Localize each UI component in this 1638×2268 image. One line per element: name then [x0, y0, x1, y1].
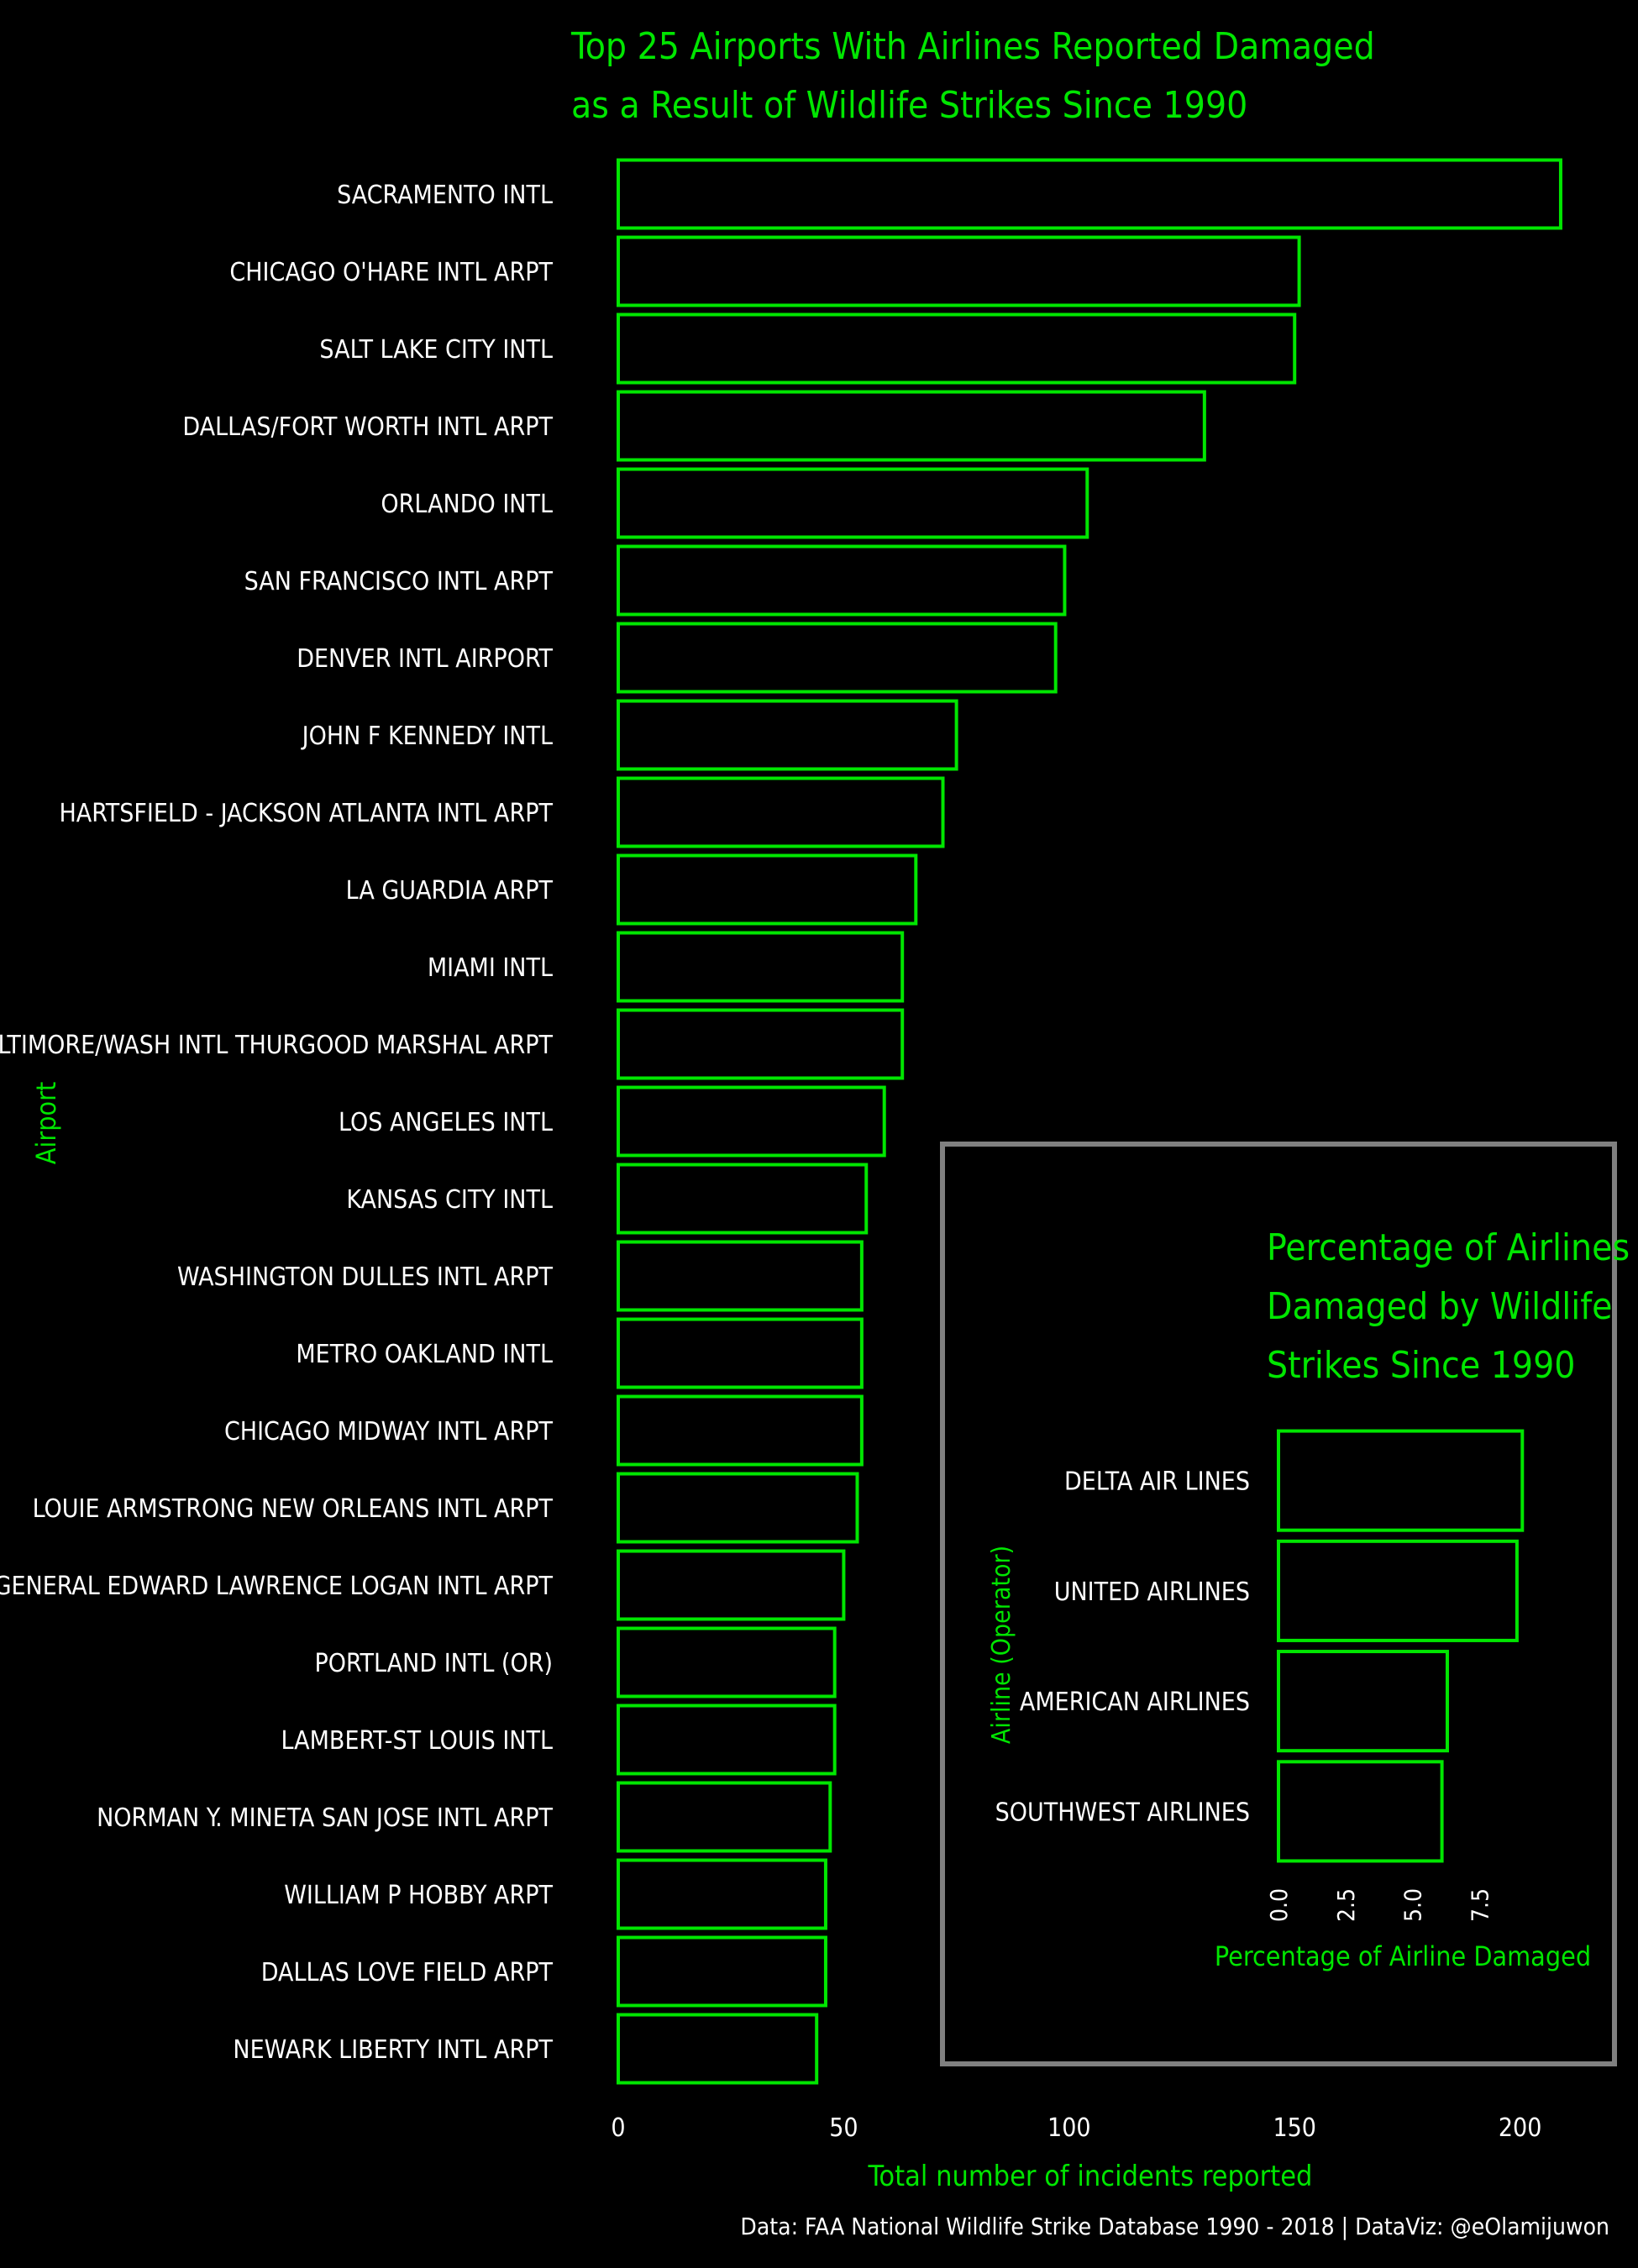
main-x-tick-labels: 0 50 100 150 200 [611, 2113, 1541, 2143]
inset-bar [1277, 1539, 1519, 1642]
inset-chart-title-line-1: Percentage of Airlines [1267, 1226, 1630, 1269]
main-bar [617, 1008, 905, 1080]
main-category-label: LOUIE ARMSTRONG NEW ORLEANS INTL ARPT [33, 1494, 554, 1524]
inset-x-tick-labels: 0.0 2.5 5.0 7.5 [1265, 1888, 1494, 1922]
main-category-label: METRO OAKLAND INTL [296, 1340, 553, 1369]
main-category-label: DALLAS LOVE FIELD ARPT [261, 1958, 554, 1987]
main-category-label: JOHN F KENNEDY INTL [301, 722, 553, 751]
main-bars-group [617, 158, 1562, 2085]
inset-x-tick-label: 7.5 [1466, 1888, 1494, 1922]
main-category-label: LOS ANGELES INTL [339, 1108, 553, 1137]
inset-category-labels: DELTA AIR LINES UNITED AIRLINES AMERICAN A… [995, 1467, 1250, 1828]
main-category-label: ORLANDO INTL [381, 490, 553, 519]
main-category-label: DALLAS/FORT WORTH INTL ARPT [182, 412, 553, 442]
main-x-tick-label: 200 [1499, 2113, 1542, 2143]
inset-bar [1277, 1760, 1444, 1863]
main-category-label: SACRAMENTO INTL [337, 181, 553, 210]
main-category-label: PORTLAND INTL (OR) [314, 1649, 553, 1678]
main-bar [617, 1858, 827, 1930]
main-category-label: KANSAS CITY INTL [346, 1185, 553, 1215]
main-bar [617, 853, 918, 926]
main-category-label: SAN FRANCISCO INTL ARPT [244, 567, 554, 596]
main-category-label: GENERAL EDWARD LAWRENCE LOGAN INTL ARPT [0, 1572, 554, 1601]
main-bar [617, 1317, 864, 1389]
main-x-tick-label: 50 [829, 2113, 858, 2143]
main-bar [617, 699, 958, 771]
main-bar [617, 312, 1297, 385]
inset-category-label: SOUTHWEST AIRLINES [995, 1798, 1250, 1827]
main-bar [617, 1781, 832, 1853]
inset-category-label: AMERICAN AIRLINES [1020, 1688, 1250, 1717]
main-bar [617, 1085, 886, 1158]
main-category-label: LA GUARDIA ARPT [346, 876, 554, 906]
main-category-label: SALT LAKE CITY INTL [319, 335, 553, 365]
main-category-label: CHICAGO MIDWAY INTL ARPT [224, 1417, 554, 1446]
main-bar [617, 1394, 864, 1467]
inset-category-label: DELTA AIR LINES [1064, 1467, 1250, 1497]
main-bar [617, 622, 1058, 694]
main-bar [617, 2013, 819, 2085]
inset-x-axis-title: Percentage of Airline Damaged [1215, 1940, 1591, 1972]
main-chart-title-line-2: as a Result of Wildlife Strikes Since 19… [571, 84, 1247, 127]
main-x-tick-label: 100 [1047, 2113, 1091, 2143]
main-category-labels: SACRAMENTO INTL CHICAGO O'HARE INTL ARPT S… [0, 181, 554, 2065]
main-category-label: HARTSFIELD - JACKSON ATLANTA INTL ARPT [59, 799, 553, 828]
main-category-label: DENVER INTL AIRPORT [297, 644, 553, 674]
main-bar [617, 1472, 859, 1544]
main-bar [617, 1626, 837, 1698]
main-bar [617, 776, 945, 848]
inset-bar [1277, 1650, 1449, 1753]
main-category-label: LAMBERT-ST LOUIS INTL [281, 1726, 553, 1756]
main-x-tick-label: 150 [1273, 2113, 1316, 2143]
main-bar [617, 544, 1067, 617]
main-bar [617, 1240, 864, 1312]
inset-category-label: UNITED AIRLINES [1054, 1578, 1250, 1607]
inset-x-tick-label: 5.0 [1399, 1888, 1427, 1922]
main-bar [617, 235, 1301, 307]
main-chart-title-line-1: Top 25 Airports With Airlines Reported D… [570, 25, 1375, 68]
main-category-label: BALTIMORE/WASH INTL THURGOOD MARSHAL ARP… [0, 1031, 554, 1060]
main-category-label: NORMAN Y. MINETA SAN JOSE INTL ARPT [97, 1803, 553, 1833]
inset-bar [1277, 1429, 1525, 1532]
inset-chart-title-line-2: Damaged by Wildlife [1267, 1285, 1613, 1328]
inset-bars-group [1277, 1429, 1525, 1863]
chart-caption: Data: FAA National Wildlife Strike Datab… [740, 2213, 1609, 2240]
main-category-label: WASHINGTON DULLES INTL ARPT [177, 1263, 553, 1292]
main-bar [617, 931, 905, 1003]
main-x-tick-label: 0 [611, 2113, 625, 2143]
main-x-axis-title: Total number of incidents reported [868, 2160, 1313, 2193]
main-bar [617, 390, 1206, 462]
inset-chart-title-line-3: Strikes Since 1990 [1267, 1344, 1575, 1387]
inset-y-axis-title: Airline (Operator) [987, 1546, 1016, 1744]
main-bar [617, 467, 1089, 539]
main-bar [617, 1163, 869, 1235]
inset-x-tick-label: 0.0 [1265, 1888, 1293, 1922]
main-y-axis-title: Airport [30, 1082, 62, 1165]
main-bar [617, 158, 1562, 230]
main-bar [617, 1935, 827, 2008]
main-category-label: NEWARK LIBERTY INTL ARPT [233, 2035, 553, 2065]
inset-x-tick-label: 2.5 [1332, 1888, 1360, 1922]
main-category-label: CHICAGO O'HARE INTL ARPT [229, 258, 553, 287]
main-category-label: MIAMI INTL [428, 953, 553, 983]
main-bar [617, 1549, 846, 1621]
main-category-label: WILLIAM P HOBBY ARPT [284, 1881, 553, 1910]
main-bar [617, 1704, 837, 1776]
